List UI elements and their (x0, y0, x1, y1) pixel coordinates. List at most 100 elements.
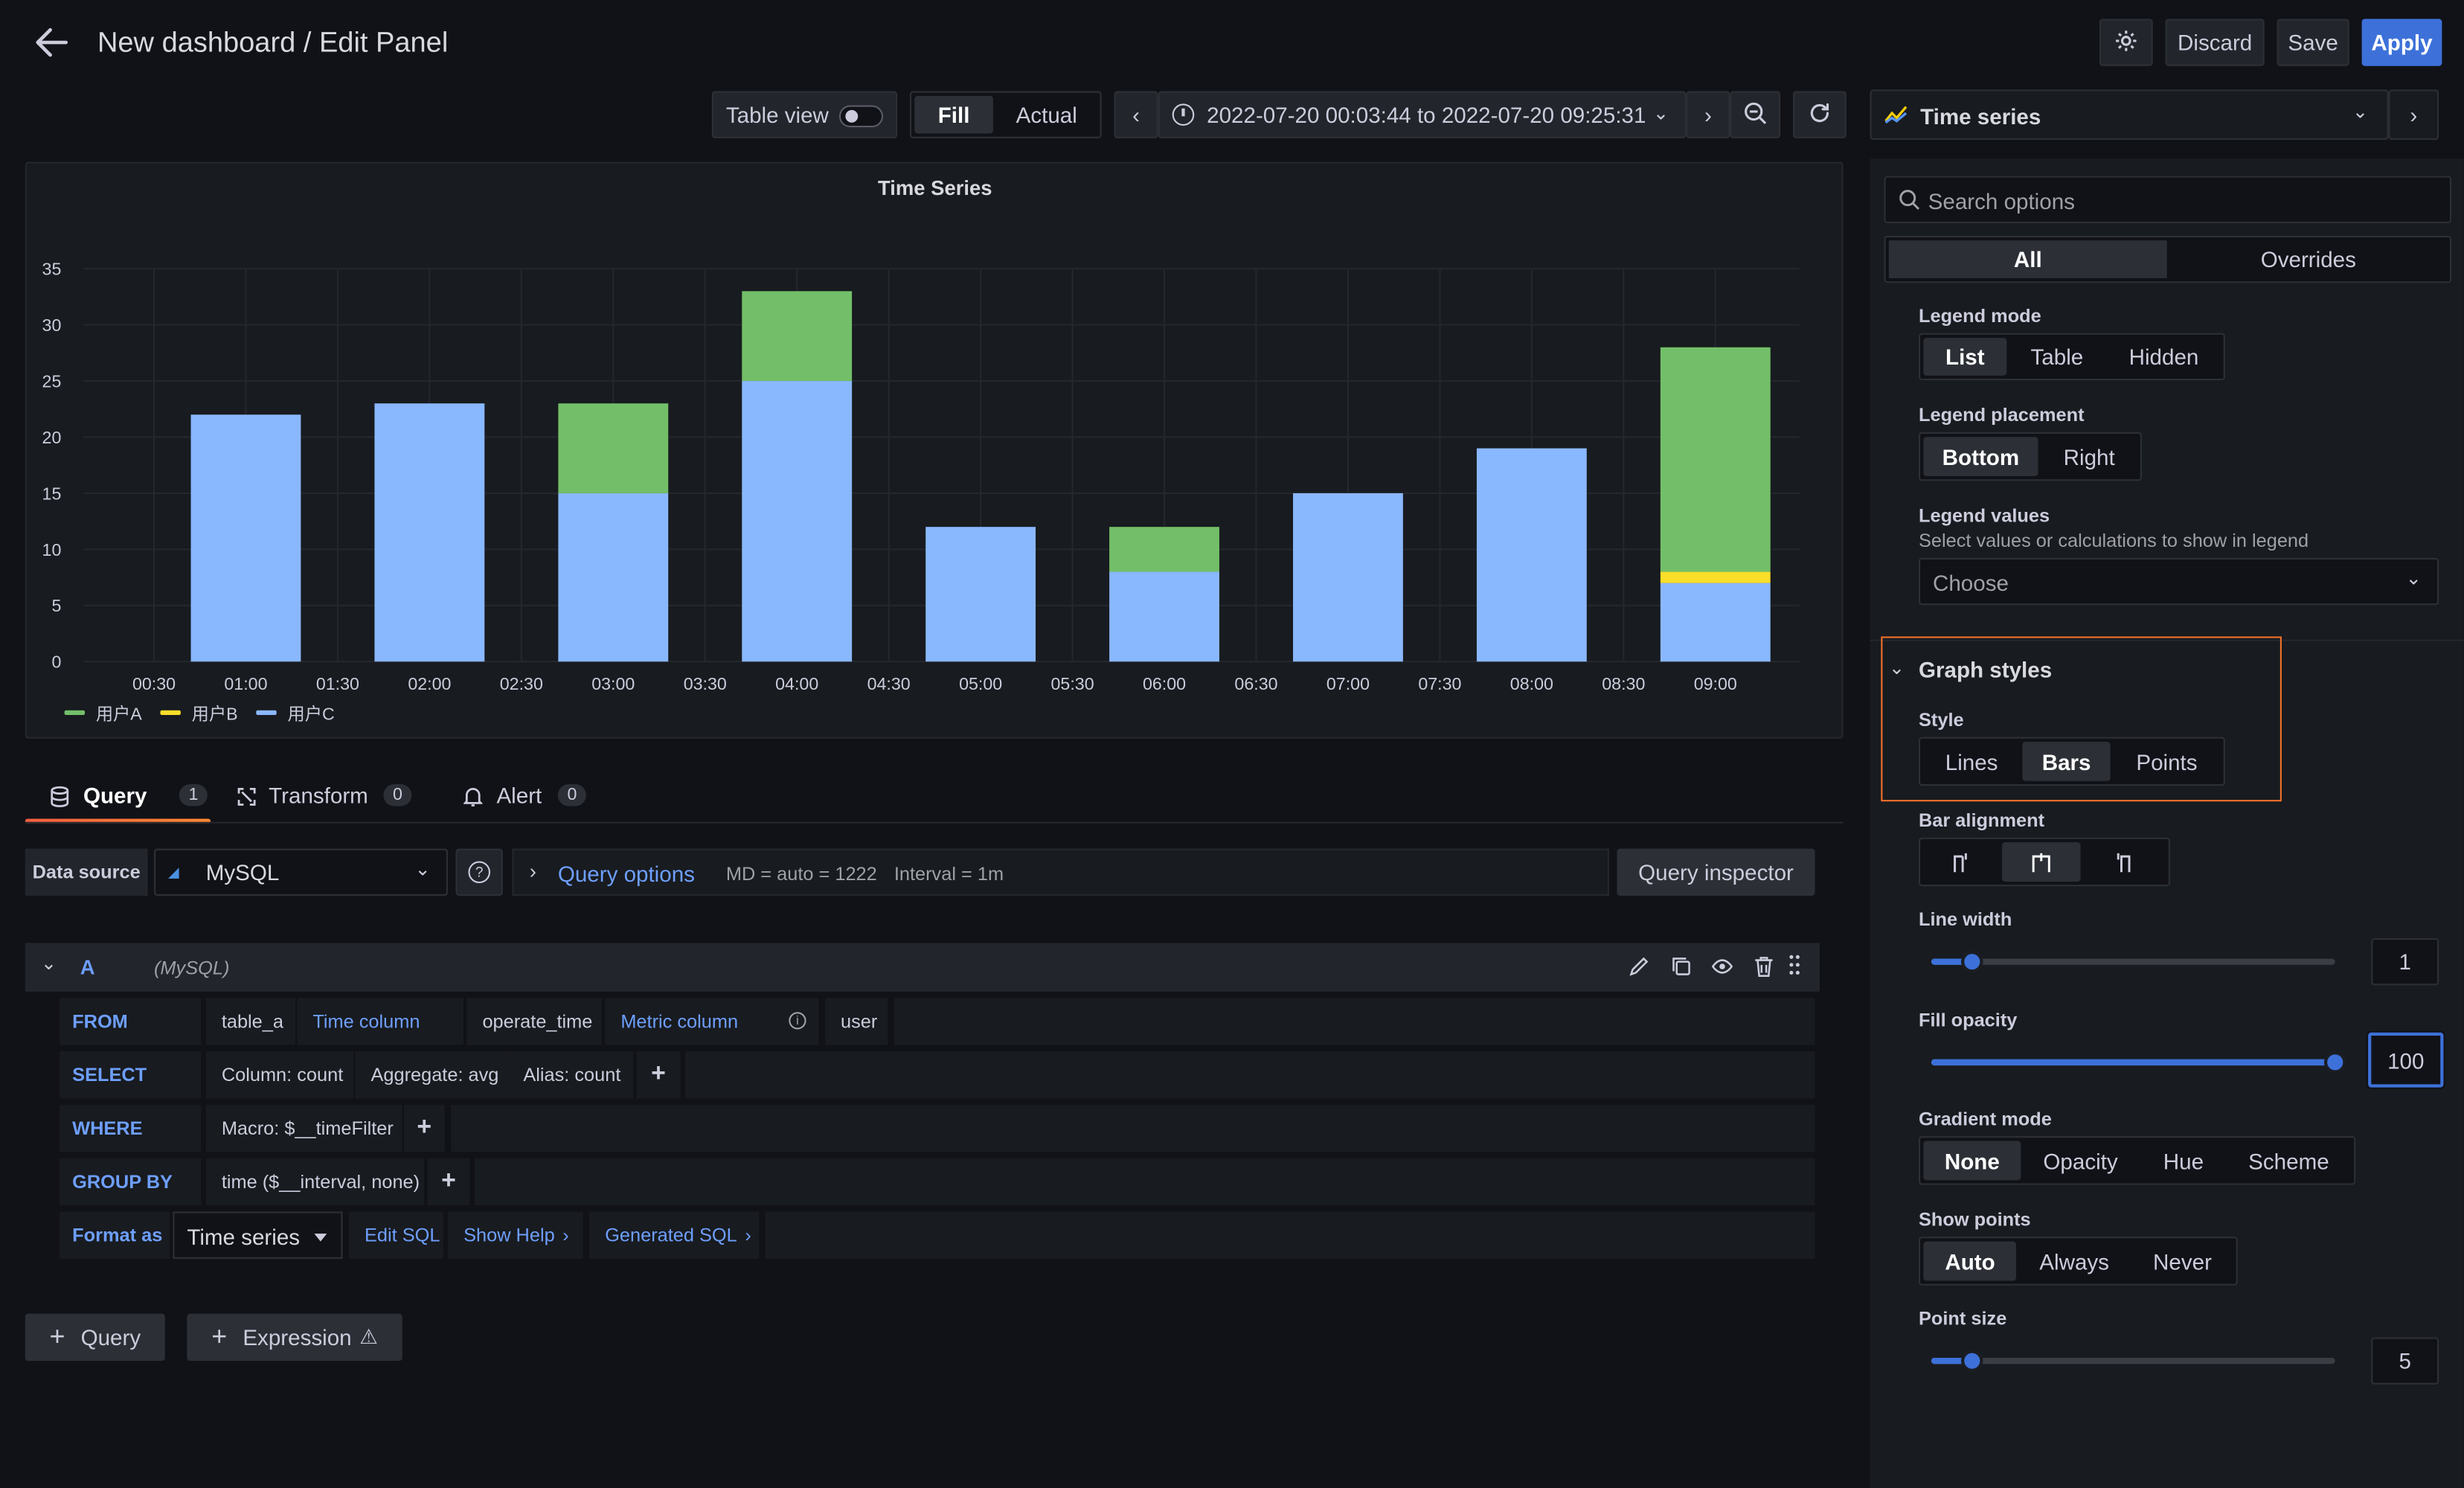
legend-item: 用户C (288, 704, 335, 723)
time-range-picker[interactable]: 2022-07-20 00:03:44 to 2022-07-20 09:25:… (1158, 91, 1687, 138)
x-tick-label: 00:30 (132, 674, 176, 693)
show-points-always[interactable]: Always (2039, 1248, 2110, 1274)
refresh-button[interactable] (1793, 91, 1847, 138)
panel-settings-button[interactable] (2099, 19, 2153, 66)
fill-opacity-input[interactable]: 100 (2368, 1032, 2444, 1088)
caret-down-icon (314, 1234, 327, 1242)
trash-icon[interactable] (1754, 955, 1774, 982)
time-range-label: 2022-07-20 00:03:44 to 2022-07-20 09:25:… (1207, 102, 1646, 128)
search-icon (1899, 188, 1921, 215)
legend-mode-table[interactable]: Table (2030, 344, 2084, 370)
collapse-chevron-icon[interactable]: ⌄ (40, 952, 57, 975)
line-width-slider-track[interactable] (1931, 958, 2335, 965)
add-expression-button[interactable]: + Expression ⚠ (187, 1313, 402, 1362)
add-query-button[interactable]: + Query (25, 1313, 165, 1362)
gradient-none[interactable]: None (1923, 1141, 2021, 1181)
tab-all[interactable]: All (1888, 240, 2167, 278)
style-lines[interactable]: Lines (1945, 748, 1998, 775)
tab-alert[interactable]: Alert 0 (459, 770, 600, 824)
save-button[interactable]: Save (2277, 19, 2349, 66)
show-points-never[interactable]: Never (2153, 1248, 2212, 1274)
line-width-label: Line width (1918, 908, 2012, 931)
time-back-button[interactable]: ‹ (1114, 91, 1158, 138)
legend-mode-hidden[interactable]: Hidden (2128, 344, 2199, 370)
help-button[interactable]: ? (455, 848, 503, 896)
warning-icon: ⚠ (359, 1324, 378, 1349)
tab-transform[interactable]: Transform 0 (233, 770, 421, 824)
eye-icon[interactable] (1711, 955, 1733, 982)
discard-button[interactable]: Discard (2165, 19, 2265, 66)
legend-values-select[interactable]: Choose ⌄ (1918, 557, 2439, 606)
back-arrow-icon[interactable] (31, 22, 72, 63)
actual-option[interactable]: Actual (1016, 102, 1077, 128)
gradient-hue[interactable]: Hue (2163, 1147, 2204, 1173)
drag-handle-icon[interactable] (1788, 954, 1801, 981)
table-view-toggle[interactable]: Table view (711, 91, 898, 138)
copy-icon[interactable] (1670, 955, 1693, 982)
query-datasource-name: (MySQL) (153, 957, 230, 979)
fill-option[interactable]: Fill (914, 95, 993, 134)
query-inspector-button[interactable]: Query inspector (1617, 848, 1815, 896)
metric-column-select[interactable]: user (824, 998, 888, 1045)
gradient-opacity[interactable]: Opacity (2043, 1147, 2118, 1173)
time-column-label: Time column (297, 998, 464, 1045)
pencil-icon[interactable] (1628, 955, 1650, 982)
point-size-slider-thumb[interactable] (1960, 1350, 1983, 1372)
viz-picker[interactable]: Time series ⌄ (1870, 89, 2389, 140)
bar-alignment-group (1918, 837, 2170, 887)
style-bars[interactable]: Bars (2023, 741, 2111, 781)
style-points[interactable]: Points (2136, 748, 2198, 775)
time-column-select[interactable]: operate_time (466, 998, 602, 1045)
line-width-slider-thumb[interactable] (1960, 950, 1983, 973)
time-forward-button[interactable]: › (1686, 91, 1730, 138)
toggle-switch[interactable] (838, 105, 884, 128)
point-size-input[interactable]: 5 (2371, 1337, 2439, 1385)
tab-overrides[interactable]: Overrides (2260, 246, 2356, 272)
generated-sql-button[interactable]: Generated SQL › (589, 1211, 760, 1259)
select-keyword: SELECT (60, 1051, 202, 1099)
plus-icon: + (211, 1321, 228, 1352)
collapse-pane-button[interactable]: › (2388, 89, 2439, 140)
legend-placement-right[interactable]: Right (2063, 443, 2115, 469)
viz-picker-label: Time series (1920, 103, 2041, 129)
add-where-button[interactable]: + (403, 1104, 445, 1152)
legend-placement-bottom[interactable]: Bottom (1923, 437, 2038, 476)
query-row-header: ⌄ A (MySQL) (25, 943, 1820, 992)
column-select[interactable]: Column: count (205, 1051, 354, 1099)
search-options-input[interactable]: Search options (1884, 176, 2452, 223)
x-tick-label: 04:30 (867, 674, 911, 693)
bar-align-before-icon[interactable] (1923, 842, 1998, 882)
query-ref-id[interactable]: A (80, 955, 95, 979)
collapse-chevron-icon[interactable]: ⌄ (1888, 656, 1905, 679)
gradient-scheme[interactable]: Scheme (2248, 1147, 2329, 1173)
bar-align-center-icon[interactable] (2001, 842, 2081, 882)
bar-segment (1660, 571, 1771, 583)
query-options-bar[interactable]: › Query options MD = auto = 1222 Interva… (512, 848, 1609, 896)
fill-opacity-slider-thumb[interactable] (2323, 1051, 2346, 1074)
x-tick-label: 07:30 (1418, 674, 1461, 693)
macro-select[interactable]: Macro: $__timeFilter (205, 1104, 402, 1152)
alias-select[interactable]: Alias: count (507, 1051, 634, 1099)
edit-sql-button[interactable]: Edit SQL (348, 1211, 443, 1259)
bar-align-after-icon[interactable] (2084, 842, 2163, 882)
graph-styles-title[interactable]: Graph styles (1918, 656, 2053, 682)
line-width-input[interactable]: 1 (2371, 937, 2439, 986)
legend-item: 用户A (96, 704, 142, 723)
show-points-auto[interactable]: Auto (1923, 1241, 2017, 1281)
apply-button[interactable]: Apply (2361, 19, 2442, 66)
data-source-picker[interactable]: ◢ MySQL ⌄ (153, 848, 448, 896)
table-select[interactable]: table_a (205, 998, 296, 1045)
x-tick-label: 06:00 (1143, 674, 1186, 693)
info-icon[interactable]: i (789, 1012, 806, 1030)
aggregate-select[interactable]: Aggregate: avg (355, 1051, 510, 1099)
point-size-slider-track[interactable] (1931, 1357, 2335, 1364)
add-select-button[interactable]: + (636, 1051, 681, 1099)
show-help-button[interactable]: Show Help › (447, 1211, 583, 1259)
add-group-by-button[interactable]: + (427, 1158, 470, 1206)
legend-mode-list[interactable]: List (1923, 338, 2007, 376)
bar-segment (1109, 527, 1219, 572)
zoom-out-button[interactable] (1730, 91, 1781, 138)
format-as-select[interactable]: Time series (173, 1211, 343, 1259)
tab-query[interactable]: Query 1 (25, 770, 211, 824)
group-by-select[interactable]: time ($__interval, none) (205, 1158, 425, 1206)
